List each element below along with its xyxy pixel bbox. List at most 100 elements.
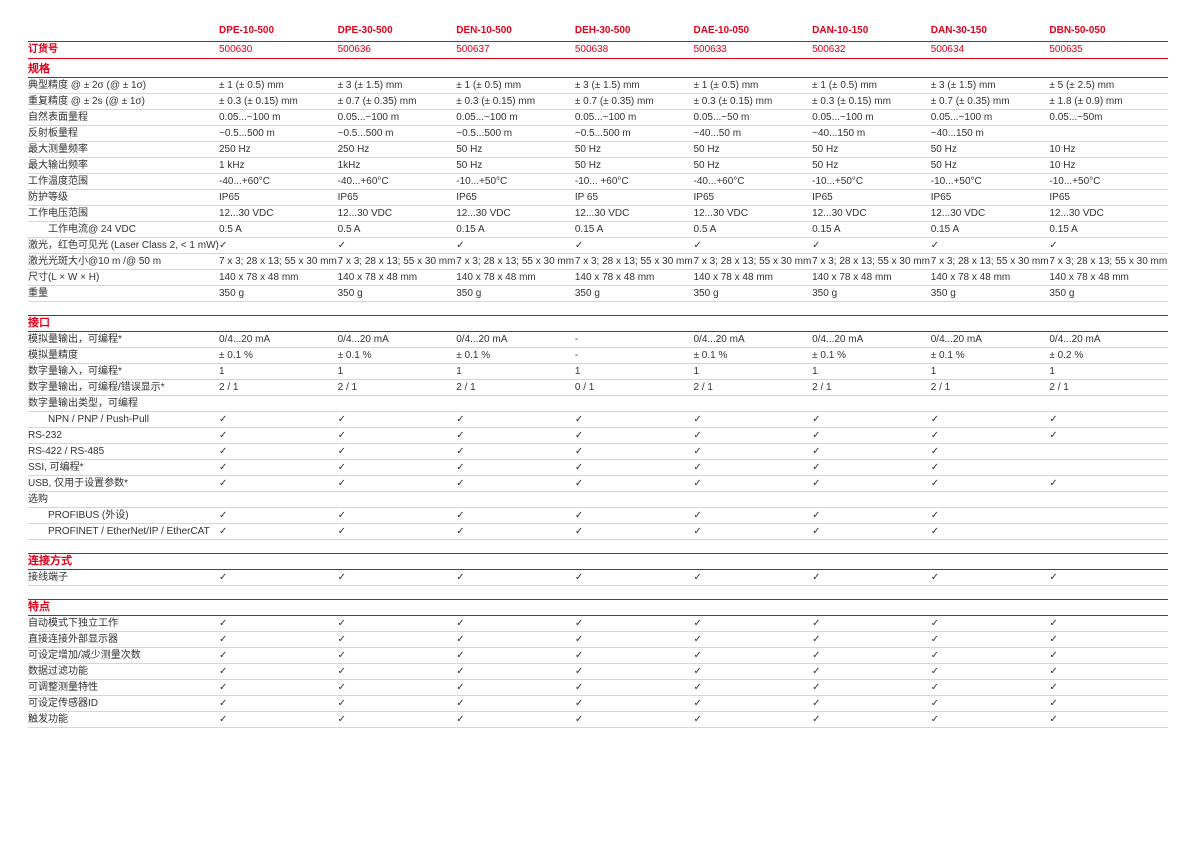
check-icon: ✓ [574, 446, 584, 457]
table-row: 可调整测量特性 ✓ ✓ ✓ ✓ ✓ ✓ ✓ ✓ [28, 680, 1168, 696]
spec-value-cell: 1 [1049, 366, 1055, 377]
spec-value-cell: 0/4...20 mA [219, 334, 271, 345]
table-row: RS-232 ✓ ✓ ✓ ✓ ✓ ✓ ✓ ✓ [28, 428, 1168, 444]
spec-value-cell: 0/4...20 mA [693, 334, 745, 345]
check-icon: ✓ [693, 618, 702, 629]
spec-row-label: RS-422 / RS-485 [28, 446, 105, 457]
check-icon: ✓ [456, 478, 465, 489]
spec-row-label: 自然表面量程 [28, 112, 88, 123]
check-icon: ✓ [337, 240, 347, 251]
table-row: PROFINET / EtherNet/IP / EtherCAT ✓ ✓ ✓ ✓ ✓ ✓ ✓ [28, 524, 1168, 540]
table-row: 防护等级 IP65 IP65 IP65 IP 65 IP65 IP65 IP65 IP65 [28, 190, 1168, 206]
spec-value-cell: 0.5 A [219, 224, 242, 235]
spec-value-cell: - [574, 334, 579, 345]
table-row: 自动模式下独立工作 ✓ ✓ ✓ ✓ ✓ ✓ ✓ ✓ [28, 616, 1168, 632]
spec-value-cell: ± 0.7 (± 0.35) mm [930, 96, 1010, 107]
table-row: 数字量输出类型，可编程 [28, 396, 1168, 412]
check-icon: ✓ [337, 430, 347, 441]
spec-value-cell: -10...+50°C [456, 176, 508, 187]
spec-value-cell: 250 Hz [337, 144, 370, 155]
spec-value-cell: 7 x 3; 28 x 13; 55 x 30 mm [337, 256, 456, 267]
spec-row-label: 模拟量输出，可编程* [28, 334, 122, 345]
spec-value-cell: ~0.5...500 m [337, 128, 394, 139]
table-section: 接口 模拟量输出，可编程* 0/4...20 mA 0/4...20 mA 0/4...… [28, 315, 1168, 540]
table-row: 可设定增加/减少测量次数 ✓ ✓ ✓ ✓ ✓ ✓ ✓ ✓ [28, 648, 1168, 664]
check-icon: ✓ [693, 682, 702, 693]
spec-row-label: 重量 [28, 288, 48, 299]
table-row: 激光，红色可见光 (Laser Class 2, < 1 mW) ✓ ✓ ✓ ✓ ✓ ✓ ✓ ✓ [28, 238, 1168, 254]
spec-value-cell: ± 1 (± 0.5) mm [219, 80, 284, 91]
table-row: 工作电流@ 24 VDC 0.5 A 0.5 A 0.15 A 0.15 A 0.5 A 0… [28, 222, 1168, 238]
check-icon: ✓ [812, 666, 821, 677]
spec-value-cell: ± 0.7 (± 0.35) mm [337, 96, 417, 107]
check-icon: ✓ [456, 462, 465, 473]
check-icon: ✓ [456, 682, 465, 693]
check-icon: ✓ [1049, 698, 1058, 709]
spec-value-cell: ± 0.3 (± 0.15) mm [693, 96, 773, 107]
spec-value-cell: 1 [456, 366, 462, 377]
spec-row-label: 可调整测量特性 [28, 682, 98, 693]
order-number-value: 500638 [574, 44, 609, 55]
spec-row-label: SSI, 可编程* [28, 462, 84, 473]
spec-row-label: 激光，红色可见光 (Laser Class 2, < 1 mW) [28, 240, 219, 251]
check-icon: ✓ [812, 650, 821, 661]
check-icon: ✓ [456, 526, 465, 537]
table-row: 激光光斑大小@10 m /@ 50 m 7 x 3; 28 x 13; 55 x … [28, 254, 1168, 270]
table-row: 最大输出频率 1 kHz 1kHz 50 Hz 50 Hz 50 Hz 50 Hz 50 Hz… [28, 158, 1168, 174]
check-icon: ✓ [337, 414, 347, 425]
product-spec-datasheet: DPE-10-500 DPE-30-500 DEN-10-500 DEH-30-500… [28, 24, 1168, 728]
spec-value-cell: ± 5 (± 2.5) mm [1049, 80, 1115, 91]
spec-row-label: 触发功能 [28, 714, 68, 725]
spec-value-cell: 140 x 78 x 48 mm [930, 272, 1011, 283]
spec-value-cell: ± 0.3 (± 0.15) mm [456, 96, 536, 107]
check-icon: ✓ [930, 666, 940, 677]
spec-value-cell: 2 / 1 [219, 382, 239, 393]
check-icon: ✓ [219, 478, 228, 489]
check-icon: ✓ [693, 526, 702, 537]
table-section: 连接方式 接线端子 ✓ ✓ ✓ ✓ ✓ ✓ ✓ ✓ [28, 553, 1168, 586]
table-row: 触发功能 ✓ ✓ ✓ ✓ ✓ ✓ ✓ ✓ [28, 712, 1168, 728]
spec-value-cell: IP 65 [574, 192, 599, 203]
spec-value-cell: ± 1.8 (± 0.9) mm [1049, 96, 1123, 107]
check-icon: ✓ [219, 714, 228, 725]
check-icon: ✓ [812, 430, 821, 441]
spec-value-cell: 140 x 78 x 48 mm [219, 272, 299, 283]
spec-value-cell: 0.05...~100 m [930, 112, 993, 123]
spec-value-cell: IP65 [337, 192, 359, 203]
spec-row-label: 尺寸(L × W × H) [28, 272, 100, 283]
spec-row-label: 数据过滤功能 [28, 666, 88, 677]
spec-value-cell: IP65 [456, 192, 477, 203]
check-icon: ✓ [337, 618, 347, 629]
spec-value-cell: IP65 [1049, 192, 1070, 203]
spec-value-cell: ~0.5...500 m [574, 128, 631, 139]
check-icon: ✓ [456, 650, 465, 661]
check-icon: ✓ [574, 462, 584, 473]
check-icon: ✓ [930, 478, 940, 489]
table-row: 工作电压范围 12...30 VDC 12...30 VDC 12...30 VDC 1… [28, 206, 1168, 222]
check-icon: ✓ [456, 666, 465, 677]
check-icon: ✓ [812, 572, 821, 583]
spec-value-cell: 12...30 VDC [1049, 208, 1104, 219]
spec-value-cell: ± 0.1 % [930, 350, 965, 361]
order-number-label: 订货号 [28, 44, 58, 55]
spec-value-cell: 0.15 A [930, 224, 960, 235]
check-icon: ✓ [219, 240, 228, 251]
spec-value-cell: 50 Hz [574, 160, 601, 171]
check-icon: ✓ [574, 240, 584, 251]
spec-value-cell: 0.15 A [456, 224, 485, 235]
table-section: 特点 自动模式下独立工作 ✓ ✓ ✓ ✓ ✓ ✓ ✓ ✓ 直接连接外部显示器 ✓ ✓ ✓ ✓ ✓ ✓ ✓ ✓ 可设定增… [28, 599, 1168, 728]
check-icon: ✓ [574, 478, 584, 489]
section-title: 规格 [28, 62, 1168, 78]
check-icon: ✓ [219, 526, 228, 537]
spec-value-cell: ± 1 (± 0.5) mm [812, 80, 877, 91]
check-icon: ✓ [1049, 650, 1058, 661]
spec-value-cell: 7 x 3; 28 x 13; 55 x 30 mm [930, 256, 1049, 267]
product-column-header: DBN-50-050 [1049, 25, 1106, 36]
check-icon: ✓ [1049, 634, 1058, 645]
check-icon: ✓ [219, 634, 228, 645]
check-icon: ✓ [930, 572, 940, 583]
order-number-value: 500636 [337, 44, 371, 55]
spec-value-cell: 350 g [693, 288, 719, 299]
spec-row-label: 自动模式下独立工作 [28, 618, 118, 629]
spec-value-cell: ± 0.1 % [219, 350, 253, 361]
